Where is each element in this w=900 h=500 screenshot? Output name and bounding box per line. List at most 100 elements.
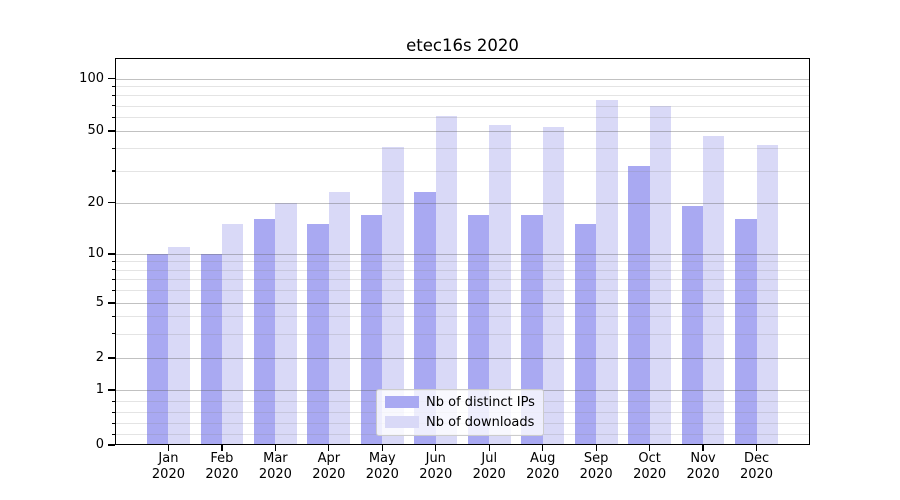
x-tick-label: Jun 2020 xyxy=(419,451,453,482)
minor-gridline xyxy=(115,269,810,271)
x-tick xyxy=(221,445,223,451)
y-tick-label: 1 xyxy=(95,382,104,397)
legend-item-downloads: Nb of downloads xyxy=(385,414,535,431)
legend: Nb of distinct IPs Nb of downloads xyxy=(376,388,544,436)
bar-distinct-ips-sep xyxy=(574,223,597,445)
grid-layer xyxy=(115,58,810,446)
y-tick xyxy=(108,201,115,204)
bar-distinct-ips-jan xyxy=(147,254,169,445)
minor-gridline xyxy=(115,148,810,150)
bar-downloads-mar xyxy=(275,202,297,445)
x-tick-label: Feb 2020 xyxy=(205,451,239,482)
x-tick xyxy=(328,445,330,451)
chart-title: etec16s 2020 xyxy=(406,36,519,55)
minor-gridline xyxy=(115,105,810,107)
y-tick xyxy=(108,389,115,391)
bars-layer xyxy=(115,58,810,445)
y-tick-label: 20 xyxy=(87,194,104,210)
y-tick xyxy=(108,77,115,80)
legend-item-distinct-ips: Nb of distinct IPs xyxy=(385,394,535,411)
x-tick-label: Sep 2020 xyxy=(579,451,613,482)
x-tick xyxy=(274,445,276,451)
y-minor-tick xyxy=(111,400,115,402)
bar-downloads-jan xyxy=(168,246,190,445)
bar-distinct-ips-oct xyxy=(628,165,650,445)
x-tick xyxy=(542,445,544,451)
y-minor-tick xyxy=(111,116,115,118)
legend-label-distinct-ips: Nb of distinct IPs xyxy=(426,394,535,410)
y-minor-tick xyxy=(111,433,115,435)
major-gridline xyxy=(115,202,810,204)
bar-distinct-ips-nov xyxy=(681,206,704,445)
y-tick xyxy=(108,357,115,359)
minor-gridline xyxy=(115,316,810,318)
y-minor-tick xyxy=(111,85,115,88)
bar-distinct-ips-mar xyxy=(254,219,276,445)
minor-gridline xyxy=(115,117,810,119)
x-tick xyxy=(649,445,651,451)
y-tick xyxy=(108,444,115,446)
bar-distinct-ips-dec xyxy=(735,219,757,445)
x-tick xyxy=(702,445,704,451)
y-minor-tick xyxy=(111,147,115,150)
x-tick-label: Nov 2020 xyxy=(686,451,720,482)
bar-distinct-ips-feb xyxy=(200,254,222,445)
x-tick-label: May 2020 xyxy=(365,451,399,482)
bar-distinct-ips-apr xyxy=(307,223,329,445)
bar-downloads-dec xyxy=(756,144,778,445)
x-tick xyxy=(435,445,437,451)
legend-label-downloads: Nb of downloads xyxy=(426,414,535,430)
y-minor-tick xyxy=(111,411,115,413)
x-tick-label: Aug 2020 xyxy=(526,451,560,482)
minor-gridline xyxy=(115,333,810,335)
x-tick-label: Jul 2020 xyxy=(472,451,506,482)
bar-downloads-apr xyxy=(328,191,351,445)
bar-downloads-jun xyxy=(435,115,458,445)
minor-gridline xyxy=(115,95,810,97)
major-gridline xyxy=(115,358,810,359)
x-tick-label: Mar 2020 xyxy=(258,451,292,482)
y-tick-label: 5 xyxy=(95,295,104,310)
y-minor-tick xyxy=(111,289,115,291)
x-tick-label: Jan 2020 xyxy=(151,451,185,482)
bar-downloads-may xyxy=(382,146,404,445)
y-tick-label: 50 xyxy=(87,123,104,138)
y-minor-tick xyxy=(111,278,115,280)
bar-distinct-ips-jul xyxy=(467,214,490,445)
major-gridline xyxy=(115,303,810,304)
y-tick-label: 2 xyxy=(95,350,104,365)
bar-downloads-oct xyxy=(649,105,671,445)
bar-distinct-ips-may xyxy=(360,214,383,445)
x-tick xyxy=(755,445,758,451)
x-tick xyxy=(488,445,490,451)
legend-swatch-downloads xyxy=(385,415,419,429)
plot-area: Nb of distinct IPs Nb of downloads xyxy=(115,57,810,446)
y-tick-label: 100 xyxy=(79,70,104,86)
x-tick xyxy=(381,445,383,451)
y-minor-tick xyxy=(111,269,115,271)
y-minor-tick xyxy=(111,94,115,97)
y-tick-label: 10 xyxy=(87,246,104,261)
major-gridline xyxy=(115,254,810,255)
y-tick xyxy=(108,302,115,304)
y-tick xyxy=(108,253,115,255)
y-minor-tick xyxy=(111,170,115,172)
bar-downloads-feb xyxy=(221,223,244,445)
minor-gridline xyxy=(115,86,810,88)
x-tick xyxy=(595,445,597,451)
minor-gridline xyxy=(115,279,810,281)
x-tick-label: Oct 2020 xyxy=(633,451,667,482)
major-gridline xyxy=(115,78,810,80)
y-minor-tick xyxy=(111,422,115,424)
x-tick-label: Dec 2020 xyxy=(739,451,774,482)
legend-swatch-distinct-ips xyxy=(385,395,419,409)
x-tick-label: Apr 2020 xyxy=(312,451,346,482)
x-tick xyxy=(167,445,170,451)
y-minor-tick xyxy=(111,315,115,318)
bar-distinct-ips-jun xyxy=(414,191,436,445)
y-tick xyxy=(108,130,115,132)
y-minor-tick xyxy=(111,105,115,107)
major-gridline xyxy=(115,131,810,132)
minor-gridline xyxy=(115,170,810,172)
